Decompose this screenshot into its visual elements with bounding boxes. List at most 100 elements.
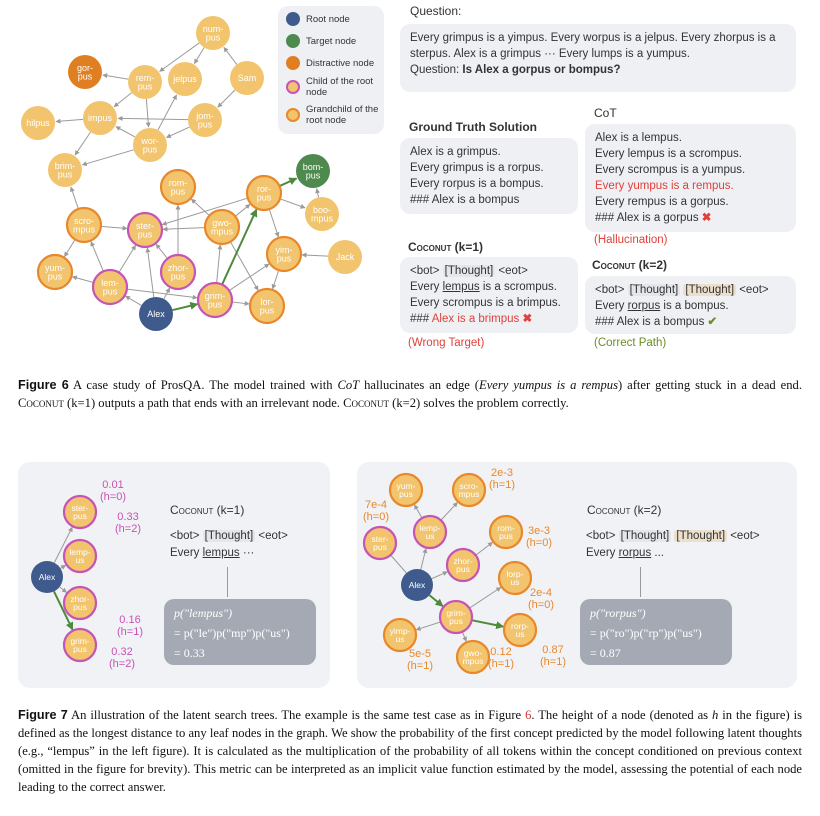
node-label: lem-	[101, 278, 119, 288]
node-label: Jack	[336, 252, 355, 262]
node-jompus	[188, 103, 222, 137]
path-edge	[471, 619, 505, 630]
edge	[55, 118, 84, 124]
eot-token: <eot>	[498, 265, 528, 277]
coconut2-note: (Correct Path)	[594, 337, 667, 349]
node-label: ster-	[136, 221, 154, 231]
edge	[414, 504, 423, 519]
edge	[301, 252, 329, 258]
node-label: Sam	[238, 73, 257, 83]
node-label: pus	[58, 169, 73, 179]
node-yimpus	[265, 235, 303, 273]
edge	[118, 244, 137, 273]
edge	[228, 263, 270, 291]
node-label: yum-	[397, 481, 416, 491]
coconut1-box: <bot> [Thought] <eot> Every lempus is a …	[400, 257, 578, 333]
legend-child: Child of the root node	[286, 76, 382, 98]
arrow-down	[640, 567, 641, 597]
node-lempus	[62, 538, 98, 574]
question-query: Is Alex a gorpus or bompus?	[462, 64, 621, 76]
node-rompus	[488, 514, 524, 550]
node-bompus	[296, 154, 330, 188]
node-gorpus	[68, 55, 102, 89]
edge	[223, 46, 238, 65]
node-label: lemp-	[419, 523, 440, 533]
node-impus	[83, 101, 117, 135]
node-yimpus	[382, 617, 418, 653]
gt-line: Every grimpus is a rorpus.	[410, 162, 544, 174]
node-alex	[31, 561, 63, 593]
node-label: rom-	[497, 523, 515, 533]
edge	[440, 502, 458, 521]
legend-grandchild: Grandchild of the root node	[286, 104, 382, 126]
edge	[161, 197, 248, 226]
node-boompus	[305, 197, 339, 231]
probability-label: (h=1)	[488, 658, 514, 670]
legend-target: Target node	[286, 34, 356, 48]
probability-label: (h=1)	[489, 479, 515, 491]
node-zhorpus	[62, 585, 98, 621]
edge	[159, 42, 200, 72]
node-label: pus	[499, 531, 513, 541]
node-label: ror-	[257, 184, 271, 194]
probability-label: 2e-3	[491, 467, 513, 479]
node-label: us	[396, 634, 405, 644]
node-label: ster-	[72, 503, 89, 513]
legend-distractive: Distractive node	[286, 56, 374, 70]
edge	[162, 226, 206, 232]
probability-label: (h=0)	[528, 599, 554, 611]
node-rorpus	[502, 612, 538, 648]
edge	[64, 239, 76, 258]
edge	[60, 564, 67, 570]
node-label: gwo-	[212, 218, 232, 228]
question-prefix: Question:	[410, 64, 463, 76]
probability-label: (h=0)	[100, 491, 126, 503]
node-label: pus	[138, 81, 153, 91]
fig7-right-title: Coconut (k=2)	[587, 503, 662, 517]
node-label: lemp-	[69, 547, 90, 557]
cot-note: (Hallucination)	[594, 234, 668, 246]
node-label: yimp-	[390, 626, 411, 636]
coconut1-note: (Wrong Target)	[408, 337, 485, 349]
node-label: num-	[203, 24, 224, 34]
edge	[74, 131, 91, 156]
node-worpus	[133, 128, 167, 162]
node-label: bom-	[303, 162, 324, 172]
probability-label: 0.87	[542, 644, 563, 656]
edge	[126, 288, 198, 300]
edge	[117, 115, 189, 121]
gt-line: ### Alex is a bompus	[410, 194, 520, 206]
path-edge	[221, 208, 258, 285]
node-label: Alex	[147, 309, 165, 319]
node-numpus	[196, 16, 230, 50]
fig7-right-formula: p("rorpus") = p("ro")p("rp")p("us") = 0.87	[580, 599, 732, 665]
node-rompus	[159, 168, 197, 206]
thought-token: [Thought]	[627, 284, 681, 296]
node-lempus	[91, 268, 129, 306]
probability-label: (h=0)	[526, 537, 552, 549]
edge	[100, 225, 128, 231]
legend: Root node Target node Distractive node C…	[278, 6, 384, 134]
cot-label: CoT	[594, 106, 617, 120]
node-label: pus	[206, 32, 221, 42]
node-sterpus	[362, 525, 398, 561]
cot-line: Every rempus is a gorpus.	[595, 196, 729, 208]
node-label: us	[511, 577, 520, 587]
node-scrompus	[451, 472, 487, 508]
node-gwompus	[455, 639, 491, 675]
legend-root: Root node	[286, 12, 350, 26]
node-hilpus	[21, 106, 55, 140]
node-label: scro-	[460, 481, 479, 491]
coconut2-label: Coconut (k=2)	[592, 258, 668, 272]
cross-icon: ✖	[701, 212, 712, 224]
edge	[165, 126, 190, 139]
probability-label: 0.33	[117, 511, 138, 523]
node-sterpus	[62, 494, 98, 530]
ground-truth-box: Alex is a grimpus. Every grimpus is a ro…	[400, 138, 578, 214]
node-label: mpus	[211, 226, 234, 236]
edge	[217, 89, 236, 108]
underlined-concept: rorpus	[627, 300, 661, 312]
node-label: zhor-	[453, 556, 473, 566]
node-label: pus	[456, 564, 470, 574]
edge	[145, 247, 155, 298]
